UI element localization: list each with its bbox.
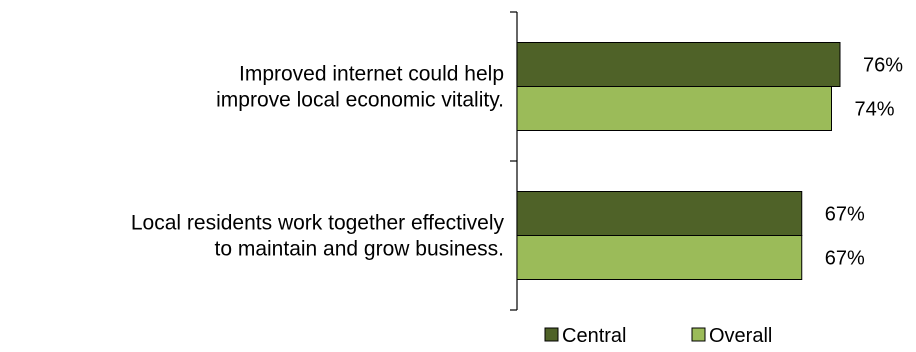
labels: 76% 74% Improved internet could help improv…: [131, 55, 903, 270]
data-label: 74%: [855, 99, 895, 121]
bar-overall-1: [516, 86, 832, 131]
category-label: Improved internet could help: [239, 63, 504, 86]
legend-label-overall: Overall: [709, 325, 772, 347]
legend: Central Overall: [544, 325, 772, 347]
bar-overall-2: [516, 235, 803, 280]
bars: [516, 42, 841, 280]
category-label: improve local economic vitality.: [216, 89, 504, 112]
legend-swatch-central: [544, 327, 559, 342]
data-label: 67%: [825, 204, 865, 226]
category-label: Local residents work together effectivel…: [131, 212, 505, 235]
legend-label-central: Central: [562, 325, 626, 347]
data-label: 76%: [863, 55, 903, 77]
category-label: to maintain and grow business.: [215, 238, 505, 261]
data-label: 67%: [825, 248, 865, 270]
bar-central-2: [516, 191, 803, 236]
bar-central-1: [516, 42, 841, 87]
legend-swatch-overall: [691, 327, 706, 342]
category-axis: [510, 11, 518, 311]
